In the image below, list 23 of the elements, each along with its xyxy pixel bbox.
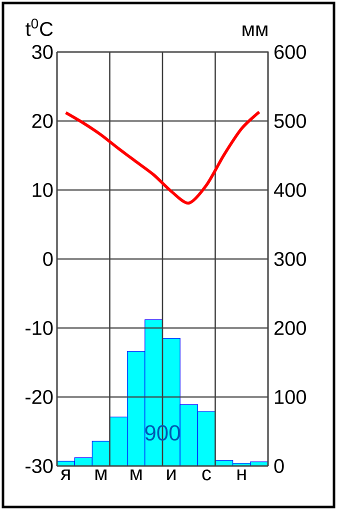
y-axis-title: t$^{0}$C [26,18,53,36]
y-tick-label: 20 [32,114,53,128]
y-tick-label: -10 [26,320,53,336]
x-tick-label: м [130,470,142,480]
y-tick-label: 30 [32,44,53,60]
x-tick-label: и [167,470,176,480]
y2-tick-label: 600 [274,44,306,60]
x-tick-label: м [95,470,106,480]
x-tick-label: н [238,470,246,480]
y2-tick-label: 400 [274,182,306,198]
y2-tick-label: 100 [275,390,306,404]
y-tick-label: -20 [26,390,53,404]
y2-tick-label: 500 [274,114,306,128]
x-tick-label: я [60,470,70,480]
y2-tick-label: 200 [274,320,306,336]
y2-tick-label: 300 [274,252,306,266]
y-tick-label: -30 [26,458,53,474]
x-tick-label: с [202,470,211,480]
y-tick-label: 10 [32,182,53,198]
y-tick-label: 0 [43,252,53,266]
y2-tick-label: 0 [274,458,284,474]
y2-axis-title: мм [242,26,268,36]
line-series [64,110,261,205]
